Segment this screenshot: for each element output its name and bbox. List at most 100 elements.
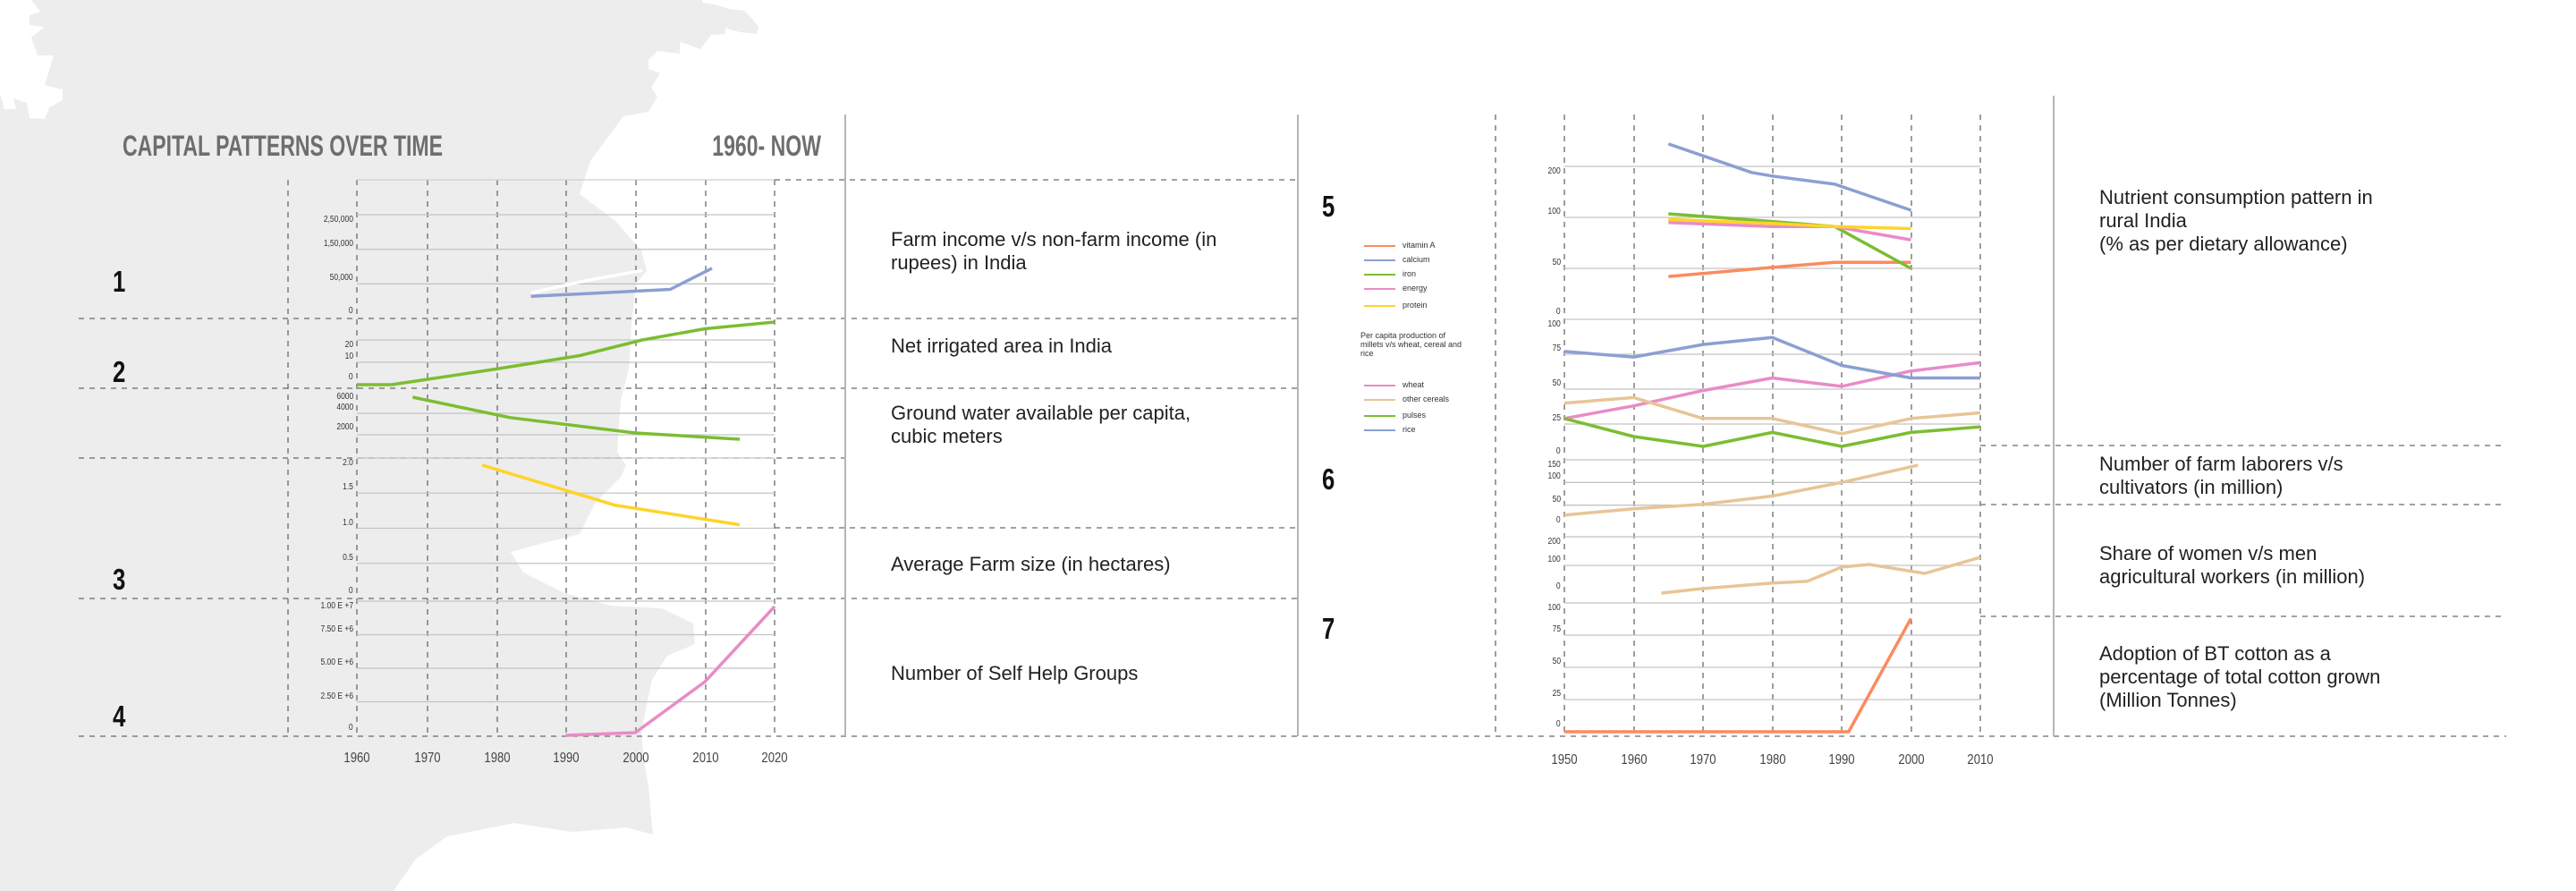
y-tick-label: 20 <box>344 340 353 350</box>
x-tick-label: 2010 <box>692 751 719 766</box>
section-number-4: 4 <box>113 700 126 733</box>
grid-layer <box>79 96 2506 737</box>
y-tick-label: 150 <box>1547 460 1561 470</box>
x-tick-label: 1980 <box>484 751 511 766</box>
series-line <box>1564 617 1913 734</box>
y-tick-label: 0 <box>1556 446 1561 456</box>
x-tick-label: 1960 <box>343 751 370 766</box>
x-tick-label: 1970 <box>1690 752 1716 768</box>
y-tick-label: 50 <box>1552 494 1561 505</box>
x-tick-label: 1990 <box>553 751 580 766</box>
legend-label: calcium <box>1402 255 1430 264</box>
y-tick-label: 0 <box>1556 719 1561 729</box>
y-tick-label: 100 <box>1547 471 1561 482</box>
legend-label: energy <box>1402 284 1428 293</box>
series-line <box>530 268 643 295</box>
x-tick-label: 2000 <box>623 751 649 766</box>
y-tick-label: 2,50,000 <box>323 215 353 225</box>
series-line <box>1563 463 1919 517</box>
y-tick-label: 100 <box>1547 555 1561 564</box>
y-tick-label: 50 <box>1552 378 1561 388</box>
y-tick-label: 1.0 <box>343 517 353 528</box>
y-tick-label: 50 <box>1552 258 1561 267</box>
section-number-2: 2 <box>113 355 126 388</box>
y-tick-label: 0.5 <box>343 552 353 563</box>
y-tick-label: 2.50 E +6 <box>320 691 353 701</box>
y-tick-label: 100 <box>1547 207 1561 216</box>
y-tick-label: 5.00 E +6 <box>320 658 353 667</box>
y-tick-label: 200 <box>1547 537 1561 547</box>
y-tick-label: 25 <box>1552 413 1561 423</box>
legend-label: vitamin A <box>1402 241 1436 250</box>
y-tick-label: 75 <box>1552 624 1561 634</box>
x-tick-label: 2010 <box>1967 752 1994 768</box>
subtitle-millet-production: Per capita production of millets v/s whe… <box>1360 331 1462 358</box>
y-tick-label: 0 <box>1556 307 1561 317</box>
x-tick-label: 1970 <box>414 751 441 766</box>
section-number-5: 5 <box>1322 190 1335 223</box>
period-label: 1960- NOW <box>712 130 821 162</box>
series-layer <box>357 142 1981 737</box>
y-tick-label: 0 <box>349 723 353 733</box>
description-irrigated-area: Net irrigated area in India <box>891 335 1113 357</box>
y-tick-label: 0 <box>349 586 353 596</box>
x-tick-label: 1950 <box>1551 752 1578 768</box>
series-line <box>411 395 741 441</box>
section-number-7: 7 <box>1322 612 1335 645</box>
legend-label: protein <box>1402 301 1428 310</box>
legend-label: rice <box>1402 425 1416 434</box>
x-tick-label: 1960 <box>1621 752 1648 768</box>
description-bt-cotton: Adoption of BT cotton as a percentage of… <box>2099 642 2381 711</box>
description-self-help-groups: Number of Self Help Groups <box>891 662 1139 684</box>
x-tick-label: 2000 <box>1898 752 1925 768</box>
section-number-3: 3 <box>113 563 126 596</box>
y-tick-label: 10 <box>344 352 353 361</box>
y-tick-label: 6000 <box>336 392 353 402</box>
series-line <box>530 267 713 299</box>
y-tick-label: 0 <box>349 306 353 316</box>
description-farm-laborers: Number of farm laborers v/s cultivators … <box>2099 453 2343 498</box>
series-line <box>565 605 776 737</box>
description-women-workers: Share of women v/s men agricultural work… <box>2099 542 2366 588</box>
y-tick-label: 75 <box>1552 344 1561 353</box>
y-tick-label: 50 <box>1552 657 1561 666</box>
y-tick-label: 0 <box>1556 515 1561 525</box>
y-tick-label: 2.0 <box>343 458 353 468</box>
series-line <box>357 320 775 386</box>
legend-label: wheat <box>1402 380 1425 389</box>
legend-label: pulses <box>1402 411 1427 420</box>
y-tick-label: 1,50,000 <box>323 238 353 249</box>
y-tick-label: 2000 <box>336 422 353 432</box>
y-tick-label: 1.5 <box>343 482 353 493</box>
series-line-protein <box>1668 217 1911 231</box>
y-tick-label: 7.50 E +6 <box>320 624 353 634</box>
x-tick-label: 2020 <box>761 751 788 766</box>
y-tick-label: 1.00 E +7 <box>320 601 353 611</box>
y-tick-label: 0 <box>349 372 353 382</box>
series-line-pulses <box>1563 417 1981 448</box>
series-line <box>481 463 741 527</box>
y-tick-label: 4000 <box>336 403 353 412</box>
y-tick-label: 200 <box>1547 166 1561 176</box>
description-ground-water: Ground water available per capita, cubic… <box>891 402 1191 447</box>
y-tick-label: 100 <box>1547 603 1561 613</box>
series-line-other-cereals <box>1563 395 1981 436</box>
description-farm-size: Average Farm size (in hectares) <box>891 553 1171 575</box>
description-nutrient-consumption: Nutrient consumption pattern in rural In… <box>2099 186 2373 255</box>
series-line-wheat <box>1563 361 1981 420</box>
section-number-6: 6 <box>1322 462 1335 496</box>
y-tick-label: 0 <box>1556 581 1561 591</box>
y-tick-label: 25 <box>1552 689 1561 699</box>
series-line <box>1661 556 1981 595</box>
y-tick-label: 50,000 <box>329 273 353 284</box>
series-line-calcium <box>1667 142 1912 212</box>
series-line-vitamin-A <box>1668 260 1911 278</box>
description-farm-income: Farm income v/s non-farm income (in rupe… <box>891 228 1217 274</box>
page-title: CAPITAL PATTERNS OVER TIME <box>123 130 443 162</box>
legend-label: other cereals <box>1402 395 1450 403</box>
x-tick-label: 1980 <box>1759 752 1786 768</box>
legend-label: iron <box>1402 269 1417 278</box>
y-tick-label: 100 <box>1547 319 1561 329</box>
series-line-rice <box>1563 335 1980 380</box>
